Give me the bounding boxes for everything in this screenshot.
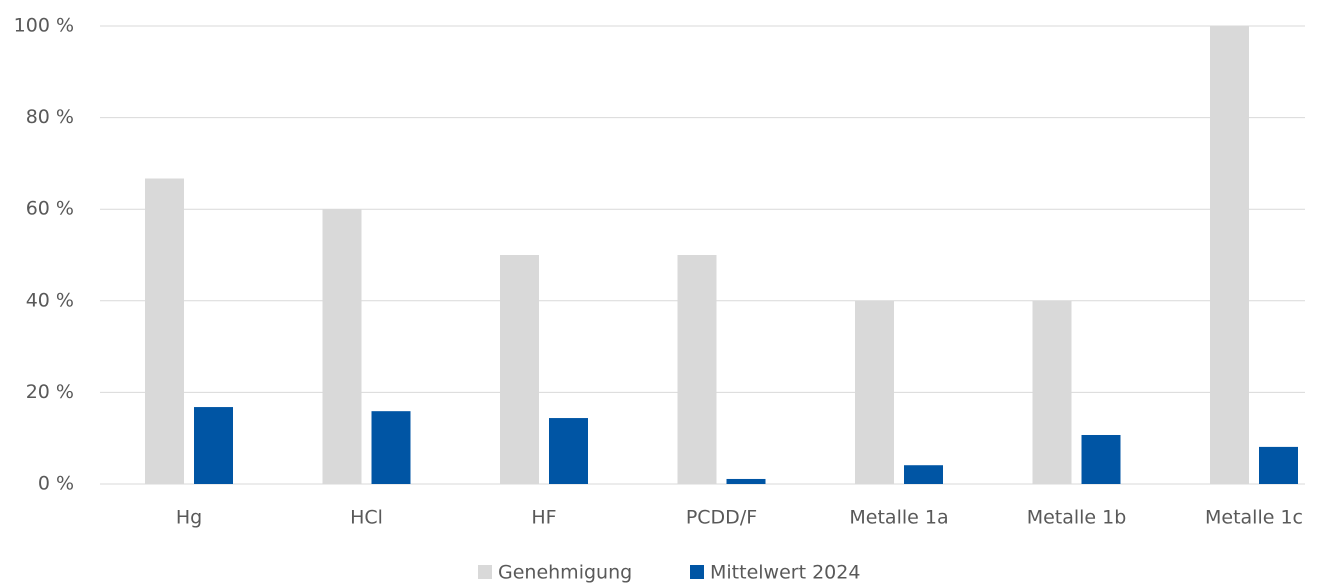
bar xyxy=(1032,300,1072,484)
y-tick-label: 20 % xyxy=(26,381,74,403)
bar xyxy=(726,478,766,484)
bar xyxy=(904,465,943,484)
bar xyxy=(549,418,588,484)
bar xyxy=(855,300,894,484)
x-tick-label: Metalle 1c xyxy=(1205,507,1303,529)
bar xyxy=(371,411,411,484)
bar xyxy=(677,255,717,484)
x-tick-label: Hg xyxy=(176,507,202,529)
bar xyxy=(500,255,539,484)
bar xyxy=(1210,26,1249,484)
bar xyxy=(322,209,362,484)
y-tick-label: 80 % xyxy=(26,106,74,128)
x-tick-label: Metalle 1a xyxy=(849,507,948,529)
y-tick-label: 40 % xyxy=(26,289,74,311)
bar xyxy=(1081,434,1121,484)
y-tick-label: 0 % xyxy=(38,473,74,495)
y-tick-label: 60 % xyxy=(26,198,74,220)
x-tick-label: PCDD/F xyxy=(686,507,757,529)
legend-swatch xyxy=(478,565,492,579)
y-tick-label: 100 % xyxy=(14,15,74,37)
x-tick-label: HCl xyxy=(350,507,383,529)
bar xyxy=(1259,446,1298,484)
legend-swatch xyxy=(690,565,704,579)
legend-label: Genehmigung xyxy=(498,562,632,584)
legend-label: Mittelwert 2024 xyxy=(710,562,860,584)
bar xyxy=(145,178,184,484)
x-tick-label: HF xyxy=(531,507,556,529)
bar xyxy=(194,407,233,484)
x-tick-label: Metalle 1b xyxy=(1027,507,1127,529)
